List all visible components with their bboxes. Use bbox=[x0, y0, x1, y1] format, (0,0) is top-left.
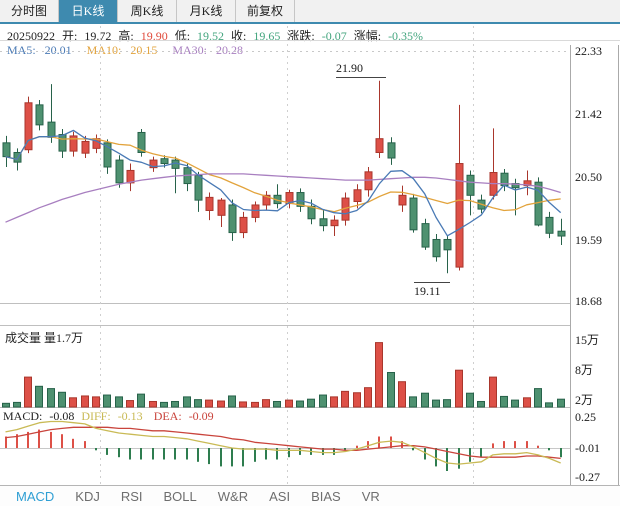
change-value: -0.07 bbox=[321, 29, 347, 43]
tab-weekly-k[interactable]: 周K线 bbox=[118, 0, 177, 22]
right-axis-column bbox=[570, 45, 619, 485]
volume-axis-label: 8万 bbox=[575, 363, 594, 377]
dea-value: -0.09 bbox=[188, 409, 214, 423]
vertical-gridline bbox=[287, 26, 288, 485]
indicator-tab-vr[interactable]: VR bbox=[361, 488, 380, 504]
pct-value: -0.35% bbox=[388, 29, 424, 43]
price-axis-label: 18.68 bbox=[575, 294, 602, 308]
ma5-value: 20.01 bbox=[44, 43, 72, 57]
info-divider bbox=[0, 40, 620, 41]
tabbar-underline bbox=[0, 22, 620, 24]
ma30-value: 20.28 bbox=[216, 43, 244, 57]
ma10-label: MA10: bbox=[86, 43, 122, 57]
high-label: 高: bbox=[118, 29, 134, 43]
price-axis-label: 21.42 bbox=[575, 107, 602, 121]
macd-info-row: MACD: -0.08 DIFF: -0.13 DEA: -0.09 bbox=[3, 409, 222, 424]
volume-panel-top-border bbox=[0, 325, 570, 326]
ma5-label: MA5: bbox=[7, 43, 36, 57]
volume-title: 成交量 量1.7万 bbox=[5, 331, 84, 345]
open-value: 19.72 bbox=[84, 29, 112, 43]
pct-label: 涨幅: bbox=[353, 29, 382, 43]
macd-chart[interactable] bbox=[0, 408, 570, 485]
date-value: 20250922 bbox=[7, 29, 55, 43]
volume-axis-label: 15万 bbox=[575, 333, 600, 347]
indicator-tab-boll[interactable]: BOLL bbox=[163, 488, 197, 504]
ma30-label: MA30: bbox=[172, 43, 208, 57]
min-price-annotation: 19.11 bbox=[414, 282, 450, 299]
indicator-tab-rsi[interactable]: RSI bbox=[120, 488, 143, 504]
price-panel-bottom-border bbox=[0, 303, 570, 304]
ohlc-info-row: 20250922 开: 19.72 高: 19.90 低: 19.52 收: 1… bbox=[7, 27, 427, 44]
tab-forward-adjusted[interactable]: 前复权 bbox=[236, 0, 295, 22]
macd-label: MACD: bbox=[3, 409, 43, 423]
change-label: 涨跌: bbox=[287, 29, 315, 43]
max-price-annotation: 21.90 bbox=[336, 61, 386, 78]
open-label: 开: bbox=[62, 29, 78, 43]
tab-monthly-k[interactable]: 月K线 bbox=[177, 0, 236, 22]
vertical-gridline bbox=[473, 26, 474, 485]
macd-axis-label: -0.01 bbox=[575, 441, 600, 455]
diff-label: DIFF: bbox=[81, 409, 111, 423]
price-axis-label: 20.50 bbox=[575, 170, 602, 184]
macd-axis-label: 0.25 bbox=[575, 410, 596, 424]
volume-panel-bottom-border bbox=[0, 407, 570, 408]
indicator-tab-asi[interactable]: ASI bbox=[269, 488, 291, 504]
high-value: 19.90 bbox=[140, 29, 168, 43]
close-value: 19.65 bbox=[253, 29, 281, 43]
price-chart[interactable] bbox=[0, 48, 570, 304]
price-axis-label: 19.59 bbox=[575, 233, 602, 247]
ma-info-row: MA5: 20.01 MA10: 20.15 MA30: 20.28 bbox=[7, 43, 255, 58]
vertical-gridline bbox=[100, 26, 101, 485]
price-panel-top-gridline bbox=[0, 51, 570, 52]
close-label: 收: bbox=[231, 29, 247, 43]
indicator-tab-kdj[interactable]: KDJ bbox=[75, 488, 100, 504]
indicator-tab-bias[interactable]: BIAS bbox=[311, 488, 341, 504]
dea-label: DEA: bbox=[153, 409, 182, 423]
indicator-tab-macd[interactable]: MACD bbox=[16, 488, 55, 504]
macd-value: -0.08 bbox=[49, 409, 75, 423]
volume-chart[interactable] bbox=[0, 325, 570, 408]
diff-value: -0.13 bbox=[117, 409, 143, 423]
volume-axis-label: 2万 bbox=[575, 393, 594, 407]
ma10-value: 20.15 bbox=[130, 43, 158, 57]
indicator-tabbar: MACD KDJ RSI BOLL W&R ASI BIAS VR bbox=[0, 485, 620, 506]
indicator-tab-wr[interactable]: W&R bbox=[217, 488, 249, 504]
low-label: 低: bbox=[174, 29, 191, 43]
period-tabbar: 分时图 日K线 周K线 月K线 前复权 bbox=[0, 0, 620, 22]
macd-axis-label: -0.27 bbox=[575, 470, 600, 484]
low-value: 19.52 bbox=[197, 29, 225, 43]
tab-daily-k[interactable]: 日K线 bbox=[59, 0, 118, 22]
tab-time-chart[interactable]: 分时图 bbox=[0, 0, 59, 22]
price-axis-label: 22.33 bbox=[575, 44, 602, 58]
